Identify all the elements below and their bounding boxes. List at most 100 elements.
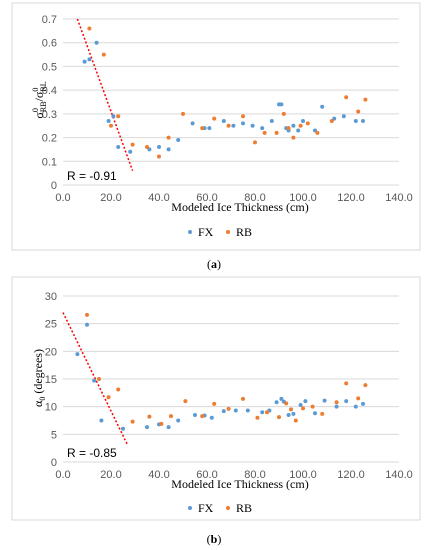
- panel-a-y-ticks: 0 0.1 0.2 0.3 0.4 0.5 0.6 0.7: [42, 14, 57, 192]
- panel-a-x-tick-label: 60.0: [196, 192, 217, 204]
- panel-b-fx-point: [322, 398, 327, 403]
- panel-b-rb-point: [301, 406, 305, 411]
- panel-a-fx-point: [166, 147, 171, 152]
- panel-a-rb-point: [305, 121, 310, 126]
- panel-a-rb-point: [286, 126, 291, 131]
- panel-b-trendline: [62, 312, 129, 446]
- panel-b-fx-point: [75, 352, 80, 357]
- panel-b-y-tick-label: 20: [45, 346, 57, 358]
- panel-b-x-tick-label: 40.0: [148, 469, 169, 481]
- panel-a-fx-point: [221, 118, 226, 123]
- panel-b-fx-point: [221, 409, 226, 414]
- panel-a-x-tick-label: 140.0: [385, 192, 413, 204]
- panel-a-r-annotation: R = -0.91: [67, 169, 117, 183]
- panel-b-fx-point: [233, 408, 238, 413]
- panel-a-fx-point: [231, 123, 236, 128]
- panel-a-fx-point: [353, 118, 358, 123]
- panel-b-rb-point: [97, 377, 101, 381]
- panel-b-fx-point: [353, 404, 358, 409]
- panel-a-caption: (a): [207, 257, 221, 271]
- panel-a-rb-point: [226, 123, 231, 128]
- panel-a-rb-point: [101, 52, 106, 57]
- panel-b-x-tick-label: 140.0: [385, 469, 413, 481]
- panel-b-rb-point: [200, 414, 205, 419]
- panel-b-fx-point: [344, 399, 349, 404]
- panel-a-legend-fx-label: FX: [198, 225, 214, 239]
- panel-a-rb-point: [166, 135, 171, 140]
- panel-a-y-tick-label: 0.3: [42, 109, 57, 121]
- panel-a-x-tick-label: 80.0: [244, 192, 265, 204]
- panel-b-y-tick-label: 15: [45, 374, 57, 386]
- panel-a-fx-point: [157, 145, 161, 150]
- panel-a-fx-point: [87, 57, 92, 62]
- panel-b-legend-rb-label: RB: [236, 501, 252, 515]
- panel-a-x-tick-label: 20.0: [100, 192, 121, 204]
- panel-b-rb-point: [183, 399, 188, 404]
- panel-a-fx-point: [301, 118, 305, 123]
- panel-a-rb-point: [281, 111, 286, 116]
- panel-a-y-tick-label: 0.1: [42, 156, 57, 168]
- panel-b-fx-point: [245, 408, 250, 413]
- panel-b-rb-point: [241, 396, 245, 401]
- panel-b-fx-point: [85, 322, 89, 327]
- panel-b-fx-point: [286, 412, 291, 417]
- panel-a-rb-point: [344, 95, 349, 100]
- panel-b-fx-point: [92, 378, 97, 383]
- panel-b-x-tick-label: 0.0: [55, 469, 70, 481]
- panel-b-data-points: [75, 312, 368, 431]
- panel-b-rb-point: [320, 411, 325, 416]
- panel-b-rb-point: [277, 415, 281, 420]
- panel-b-x-ticks: 0.0 20.0 40.0 60.0 80.0 100.0 120.0 140.0: [55, 469, 412, 481]
- panel-a-x-tick-label: 0.0: [55, 192, 70, 204]
- panel-b-fx-point: [313, 411, 317, 416]
- panel-a-fx-point: [106, 118, 111, 123]
- panel-b-caption: (b): [207, 532, 222, 546]
- panel-b-frame: [11, 276, 421, 521]
- panel-a-data-points: [82, 26, 368, 159]
- panel-b-r-annotation: R = -0.85: [67, 446, 117, 460]
- panel-b-rb-point: [334, 400, 339, 405]
- panel-b-legend: FX RB: [188, 501, 252, 515]
- panel-a-rb-point: [116, 114, 121, 119]
- panel-a-legend-rb-marker: [226, 230, 230, 234]
- panel-b-fx-point: [145, 425, 149, 430]
- panel-a-rb-point: [200, 126, 205, 131]
- panel-b-rb-point: [310, 404, 315, 409]
- panel-b-fx-point: [279, 396, 284, 401]
- panel-b-fx-point: [291, 411, 296, 416]
- panel-b-fx-point: [166, 425, 171, 430]
- panel-b-x-tick-label: 60.0: [196, 469, 217, 481]
- panel-a-y-tick-label: 0.2: [42, 133, 57, 145]
- panel-b-rb-point: [116, 387, 121, 392]
- panel-b-legend-rb-marker: [226, 506, 230, 510]
- panel-b-x-tick-label: 120.0: [337, 469, 365, 481]
- panel-a-fx-point: [111, 114, 116, 119]
- panel-a-fx-point: [94, 40, 99, 45]
- panel-b-rb-point: [284, 401, 289, 406]
- panel-b-x-tick-label: 20.0: [100, 469, 121, 481]
- panel-a-gridlines: [63, 18, 399, 186]
- panel-a-y-axis-title: σ0RB/σ0RL: [31, 81, 48, 118]
- panel-a-fx-point: [320, 104, 325, 109]
- panel-b-rb-point: [265, 410, 269, 415]
- panel-b-rb-point: [159, 421, 164, 426]
- panel-b-rb-point: [226, 406, 231, 411]
- panel-a-rb-point: [356, 109, 361, 114]
- panel-b-y-tick-label: 0: [51, 457, 57, 469]
- panel-b-gridlines: [63, 295, 399, 463]
- panel-a-fx-point: [296, 128, 301, 133]
- panel-b-rb-point: [344, 381, 349, 386]
- panel-a-y-tick-label: 0.5: [42, 61, 57, 73]
- panel-a-rb-point: [109, 123, 113, 128]
- panel-a-rb-point: [87, 26, 92, 31]
- panel-b-rb-point: [289, 407, 293, 412]
- panel-b-rb-point: [212, 401, 217, 406]
- panel-b-rb-point: [85, 312, 89, 317]
- panel-b-x-tick-label: 100.0: [289, 469, 317, 481]
- panel-b-rb-point: [106, 395, 111, 400]
- panel-b-fx-point: [99, 418, 104, 423]
- panel-a-legend: FX RB: [188, 225, 252, 239]
- panel-a-frame: [11, 2, 421, 251]
- panel-b-fx-point: [209, 415, 214, 420]
